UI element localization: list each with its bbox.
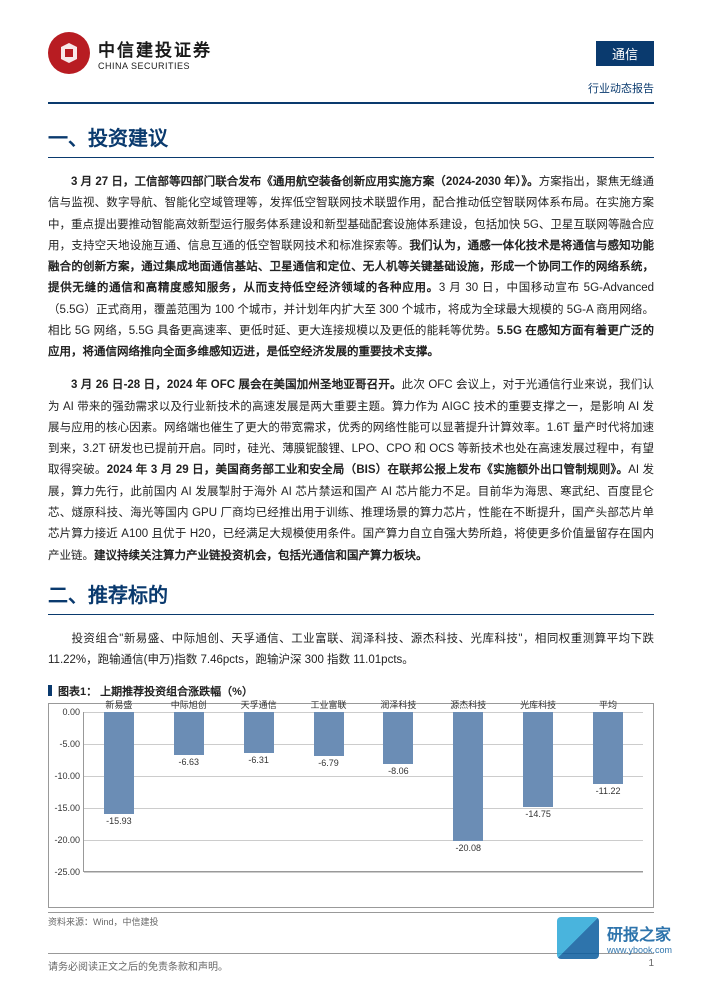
y-tick: 0.00 bbox=[50, 707, 80, 717]
bar-value: -6.63 bbox=[179, 757, 200, 767]
bar-value: -14.75 bbox=[525, 809, 551, 819]
watermark-en: www.ybook.com bbox=[607, 945, 672, 955]
bar bbox=[593, 712, 623, 784]
category-label: 润泽科技 bbox=[380, 698, 416, 711]
y-tick: -15.00 bbox=[50, 803, 80, 813]
bar-chart: 0.00-5.00-10.00-15.00-20.00-25.00新易盛-15.… bbox=[48, 703, 654, 908]
category-label: 平均 bbox=[599, 698, 617, 711]
bar bbox=[383, 712, 413, 764]
watermark-cn: 研报之家 bbox=[607, 921, 672, 945]
bar bbox=[174, 712, 204, 754]
para-3: 投资组合"新易盛、中际旭创、天孚通信、工业富联、润泽科技、源杰科技、光库科技"，… bbox=[48, 629, 654, 672]
industry-tag: 通信 bbox=[596, 41, 654, 66]
bar bbox=[523, 712, 553, 806]
watermark-icon bbox=[557, 917, 599, 959]
category-label: 新易盛 bbox=[105, 698, 132, 711]
bar-value: -6.79 bbox=[318, 758, 339, 768]
bar bbox=[244, 712, 274, 752]
chart-title: 图表1： 上期推荐投资组合涨跌幅（%） bbox=[48, 683, 654, 699]
category-label: 中际旭创 bbox=[171, 698, 207, 711]
page-number: 1 bbox=[648, 958, 654, 973]
watermark: 研报之家 www.ybook.com bbox=[557, 917, 672, 959]
y-tick: -10.00 bbox=[50, 771, 80, 781]
para-2: 3 月 26 日-28 日，2024 年 OFC 展会在美国加州圣地亚哥召开。此… bbox=[48, 375, 654, 566]
footer-disclaimer: 请务必阅读正文之后的免责条款和声明。 bbox=[48, 958, 228, 973]
y-tick: -5.00 bbox=[50, 739, 80, 749]
category-label: 源杰科技 bbox=[450, 698, 486, 711]
y-tick: -20.00 bbox=[50, 835, 80, 845]
logo-name-cn: 中信建投证券 bbox=[98, 36, 212, 61]
category-label: 光库科技 bbox=[520, 698, 556, 711]
para-1: 3 月 27 日，工信部等四部门联合发布《通用航空装备创新应用实施方案（2024… bbox=[48, 172, 654, 363]
bar-value: -8.06 bbox=[388, 766, 409, 776]
section2-title: 二、推荐标的 bbox=[48, 579, 654, 615]
report-header: 中信建投证券 CHINA SECURITIES 通信 bbox=[48, 32, 654, 74]
section1-title: 一、投资建议 bbox=[48, 122, 654, 158]
category-label: 工业富联 bbox=[311, 698, 347, 711]
bar-value: -6.31 bbox=[248, 755, 269, 765]
bar-value: -11.22 bbox=[596, 786, 621, 796]
company-logo: 中信建投证券 CHINA SECURITIES bbox=[48, 32, 212, 74]
bar bbox=[314, 712, 344, 755]
logo-name-en: CHINA SECURITIES bbox=[98, 61, 212, 71]
bar-value: -15.93 bbox=[106, 816, 132, 826]
header-rule bbox=[48, 102, 654, 104]
category-label: 天孚通信 bbox=[241, 698, 277, 711]
y-tick: -25.00 bbox=[50, 867, 80, 877]
logo-icon bbox=[48, 32, 90, 74]
bar bbox=[453, 712, 483, 841]
bar bbox=[104, 712, 134, 814]
report-type: 行业动态报告 bbox=[48, 80, 654, 96]
bar-value: -20.08 bbox=[456, 843, 482, 853]
